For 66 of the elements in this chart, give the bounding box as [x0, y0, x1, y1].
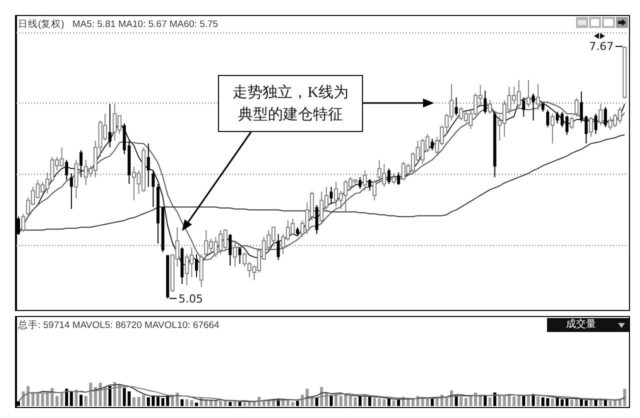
candlestick	[199, 254, 204, 288]
bar	[118, 384, 122, 406]
candlestick	[368, 178, 372, 192]
candlestick	[484, 90, 487, 114]
bar	[488, 397, 492, 406]
bar	[373, 398, 376, 406]
candlestick	[522, 96, 526, 118]
bar	[354, 397, 357, 406]
candlestick	[108, 104, 112, 148]
bar	[60, 392, 64, 406]
bar	[526, 394, 530, 406]
candlestick	[550, 113, 555, 144]
bar	[132, 397, 136, 406]
bar	[517, 395, 520, 406]
bar	[392, 400, 396, 406]
candlestick	[195, 254, 198, 278]
bar	[536, 396, 540, 406]
bar	[460, 396, 463, 406]
bar	[478, 396, 482, 406]
chart-title: 总手: 59714 MAVOL5: 86720 MAVOL10: 67664	[18, 320, 220, 331]
bar	[348, 396, 352, 406]
candlestick	[430, 138, 434, 151]
candlestick	[570, 116, 574, 130]
bar	[334, 394, 338, 406]
bar	[94, 387, 97, 406]
chart-title: 日线(复权)	[18, 19, 64, 30]
bar	[74, 390, 78, 406]
candlestick	[397, 172, 400, 186]
candlestick	[146, 143, 150, 188]
candlestick	[454, 96, 458, 116]
candlestick	[65, 159, 68, 181]
candlestick	[594, 113, 598, 134]
annotation: 5.05	[178, 292, 204, 306]
bar	[209, 400, 212, 406]
bar	[474, 392, 478, 406]
candlestick	[589, 116, 594, 138]
candlestick	[152, 170, 155, 208]
candlestick	[276, 233, 280, 260]
bar	[243, 402, 246, 406]
bar	[512, 396, 516, 406]
candlestick	[532, 93, 535, 121]
candlestick	[358, 176, 362, 190]
candlestick	[372, 180, 377, 201]
bar	[224, 400, 227, 406]
bar	[551, 398, 554, 406]
candlestick	[70, 172, 73, 210]
annotation: 7.67	[589, 40, 614, 54]
candlestick	[565, 115, 568, 136]
candlestick	[228, 233, 232, 266]
candlestick	[541, 102, 544, 112]
candlestick	[387, 168, 390, 184]
annotation: 走势独立，K线为典型的建仓特征	[232, 83, 350, 124]
candlestick	[330, 186, 333, 205]
chart-subtitle: MA5: 5.81 MA10: 5.67 MA60: 5.75	[72, 19, 218, 30]
candlestick	[238, 246, 242, 264]
candlestick	[21, 213, 26, 233]
candlestick	[604, 106, 607, 128]
candlestick	[315, 204, 318, 234]
text: 成交量	[566, 318, 596, 332]
candlestick	[598, 104, 603, 126]
bar	[363, 395, 366, 406]
bar	[599, 400, 602, 406]
candlestick	[546, 109, 550, 128]
candlestick	[80, 150, 83, 178]
bar	[55, 396, 58, 406]
bar	[41, 394, 44, 406]
